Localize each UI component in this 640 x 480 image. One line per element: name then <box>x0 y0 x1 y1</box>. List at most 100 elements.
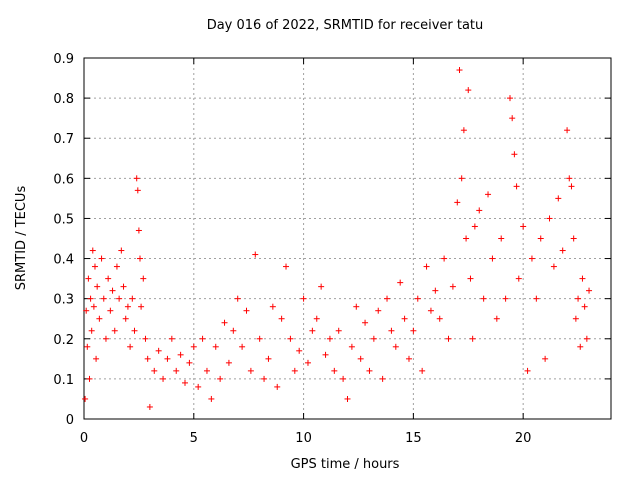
data-point <box>291 367 298 374</box>
data-point <box>151 367 158 374</box>
data-point <box>177 351 184 358</box>
data-point <box>586 287 593 294</box>
y-tick-label: 0.6 <box>53 172 74 187</box>
data-point <box>168 335 175 342</box>
data-point <box>212 343 219 350</box>
data-point <box>274 383 281 390</box>
data-point <box>87 295 94 302</box>
data-point <box>502 295 509 302</box>
data-point <box>225 359 232 366</box>
data-point <box>524 367 531 374</box>
data-point <box>469 335 476 342</box>
data-point <box>105 275 112 282</box>
data-point <box>506 95 513 102</box>
data-point <box>335 327 342 334</box>
data-point <box>449 283 456 290</box>
plot-frame <box>83 57 612 420</box>
y-tick-label: 0.4 <box>53 253 74 268</box>
data-point <box>414 295 421 302</box>
data-point <box>88 327 95 334</box>
y-tick-label: 0.7 <box>53 132 74 147</box>
data-point <box>199 335 206 342</box>
data-point <box>261 375 268 382</box>
data-point <box>581 303 588 310</box>
data-point <box>570 235 577 242</box>
data-point <box>322 351 329 358</box>
data-point <box>102 335 109 342</box>
data-point <box>124 303 131 310</box>
data-point <box>559 247 566 254</box>
data-point <box>480 295 487 302</box>
data-point <box>405 355 412 362</box>
data-point <box>318 283 325 290</box>
data-point <box>340 375 347 382</box>
data-point <box>160 375 167 382</box>
data-point <box>366 367 373 374</box>
data-point <box>460 127 467 134</box>
data-point <box>93 355 100 362</box>
data-point <box>239 343 246 350</box>
data-point <box>133 175 140 182</box>
data-point <box>283 263 290 270</box>
data-point <box>300 295 307 302</box>
data-point <box>550 263 557 270</box>
data-point <box>401 315 408 322</box>
x-tick-label: 0 <box>80 431 88 446</box>
data-point <box>566 175 573 182</box>
x-tick-label: 5 <box>190 431 198 446</box>
data-point <box>463 235 470 242</box>
data-point <box>131 327 138 334</box>
data-point <box>436 315 443 322</box>
data-point <box>579 275 586 282</box>
data-point <box>134 187 141 194</box>
data-point <box>136 255 143 262</box>
data-point <box>89 247 96 254</box>
data-point <box>388 327 395 334</box>
data-point <box>568 183 575 190</box>
data-point <box>173 367 180 374</box>
y-tick-label: 0 <box>66 413 74 428</box>
data-point <box>221 319 228 326</box>
data-point <box>456 67 463 74</box>
data-point <box>533 295 540 302</box>
data-point <box>331 367 338 374</box>
data-point <box>326 335 333 342</box>
data-point <box>127 343 134 350</box>
data-point <box>142 335 149 342</box>
data-point <box>296 347 303 354</box>
data-point <box>256 335 263 342</box>
data-point <box>555 195 562 202</box>
data-point <box>379 375 386 382</box>
y-tick-label: 0.2 <box>53 333 74 348</box>
data-point <box>427 307 434 314</box>
data-point <box>362 319 369 326</box>
data-point <box>208 395 215 402</box>
data-point <box>94 283 101 290</box>
data-point <box>100 295 107 302</box>
data-point <box>546 215 553 222</box>
data-point <box>265 355 272 362</box>
x-tick-label: 20 <box>515 431 532 446</box>
y-tick-label: 0.3 <box>53 293 74 308</box>
data-point <box>278 315 285 322</box>
data-point <box>375 307 382 314</box>
data-point <box>203 367 210 374</box>
data-point <box>392 343 399 350</box>
data-point <box>234 295 241 302</box>
data-point <box>537 235 544 242</box>
x-axis-label: GPS time / hours <box>290 457 400 472</box>
data-point <box>520 223 527 230</box>
data-point <box>85 275 92 282</box>
y-axis-label: SRMTID / TECUs <box>14 185 29 291</box>
data-point <box>410 327 417 334</box>
data-point <box>287 335 294 342</box>
data-point <box>252 251 259 258</box>
data-point <box>116 295 123 302</box>
data-point <box>84 343 91 350</box>
data-point <box>528 255 535 262</box>
data-point <box>353 303 360 310</box>
data-point <box>140 275 147 282</box>
data-point <box>135 227 142 234</box>
data-point <box>113 263 120 270</box>
